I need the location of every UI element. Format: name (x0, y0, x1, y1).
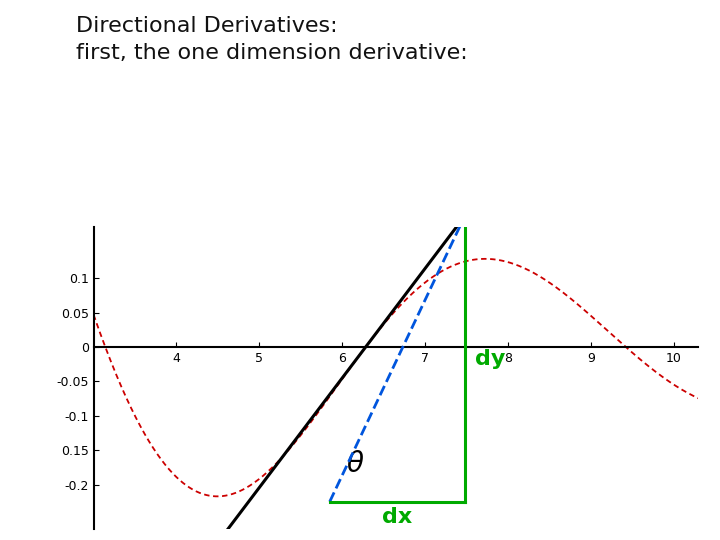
Text: dx: dx (382, 507, 413, 527)
Text: dy: dy (474, 349, 505, 369)
Text: Directional Derivatives:
first, the one dimension derivative:: Directional Derivatives: first, the one … (76, 16, 467, 63)
Text: $\theta$: $\theta$ (346, 450, 365, 478)
